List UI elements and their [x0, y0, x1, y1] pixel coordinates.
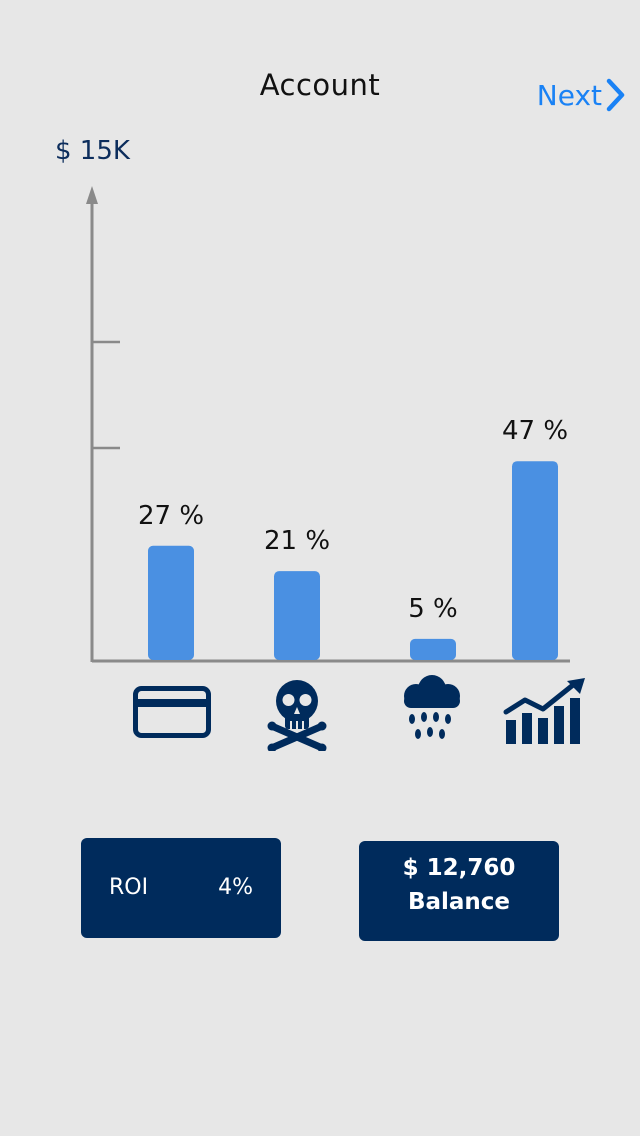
balance-amount: $ 12,760	[402, 855, 516, 881]
roi-card[interactable]: ROI 4%	[81, 838, 281, 938]
bar-value-label: 5 %	[408, 594, 458, 624]
roi-label: ROI	[109, 875, 149, 900]
bars-group: 27 % 21 % 5 % 47 %	[138, 416, 568, 660]
balance-caption: Balance	[407, 889, 511, 915]
skull-crossbones-icon	[267, 677, 327, 755]
chevron-right-icon	[606, 78, 626, 112]
page-title: Account	[259, 68, 381, 102]
navigation-bar: Account Next	[0, 40, 640, 128]
bar-rain-cloud	[410, 638, 456, 660]
bar-skull-crossbones	[274, 571, 320, 660]
credit-card-icon	[133, 686, 211, 742]
growth-chart-icon	[503, 676, 587, 750]
bar-value-label: 21 %	[264, 526, 330, 556]
y-axis-max-label: $ 15K	[55, 136, 130, 166]
next-label: Next	[536, 78, 602, 112]
bar-growth-chart	[512, 461, 558, 660]
bar-value-label: 47 %	[502, 416, 568, 446]
bar-chart: 27 % 21 % 5 % 47 %	[86, 186, 570, 663]
next-button[interactable]: Next	[537, 78, 626, 112]
bar-value-label: 27 %	[138, 501, 204, 531]
rain-cloud-icon	[398, 674, 464, 748]
balance-card[interactable]: $ 12,760 Balance	[359, 841, 559, 941]
y-axis-arrow	[86, 186, 98, 204]
roi-value: 4%	[218, 875, 253, 900]
bar-credit-card	[148, 545, 194, 660]
